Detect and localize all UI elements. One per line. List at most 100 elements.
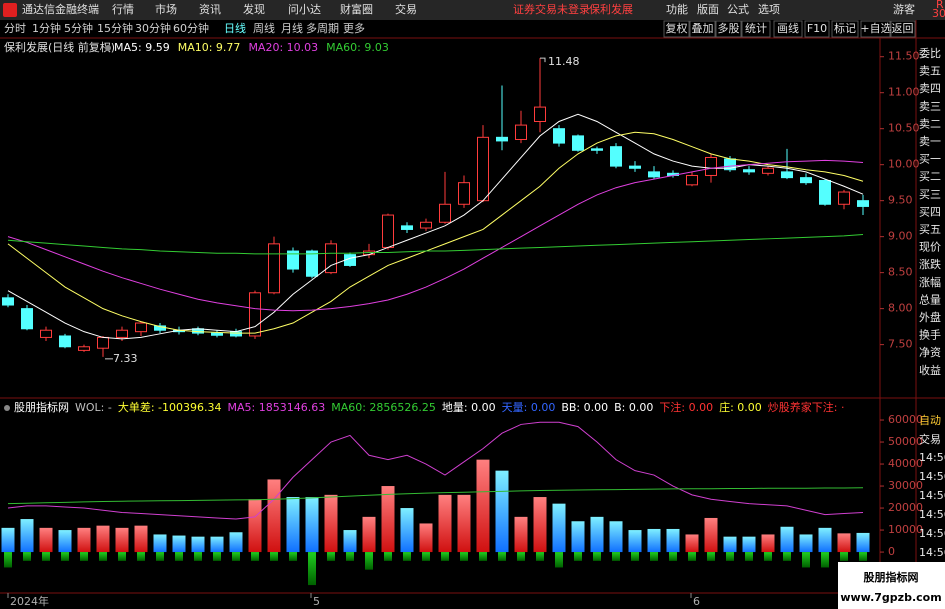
flow-bar bbox=[574, 552, 582, 561]
candle-body bbox=[838, 191, 850, 205]
candle-body bbox=[249, 292, 261, 337]
volume-legend: WOL: - bbox=[75, 401, 112, 414]
quote-field: 买二 bbox=[919, 170, 941, 183]
watermark-url: www.7gpzb.com bbox=[840, 591, 941, 604]
trade-label[interactable]: 自动 bbox=[919, 414, 941, 427]
candle-body bbox=[458, 182, 470, 205]
flow-bar bbox=[460, 552, 468, 561]
volume-bar bbox=[286, 497, 300, 553]
volume-bar bbox=[172, 535, 186, 553]
candle-body bbox=[686, 174, 698, 186]
flow-bar bbox=[441, 552, 449, 561]
menu-item[interactable]: 公式 bbox=[727, 3, 749, 16]
period-tab[interactable]: 周线 bbox=[253, 21, 275, 35]
low-label: 7.33 bbox=[113, 352, 138, 365]
period-tab[interactable]: 更多 bbox=[343, 21, 365, 35]
tool-button[interactable]: 多股 bbox=[718, 21, 740, 35]
menu-item[interactable]: 发现 bbox=[243, 2, 265, 16]
button-frame bbox=[804, 20, 830, 38]
menu-item[interactable]: 功能 bbox=[666, 2, 688, 16]
flow-bar bbox=[251, 552, 259, 561]
candle-body bbox=[211, 332, 223, 336]
menu-item[interactable]: 交易 bbox=[395, 2, 417, 16]
volume-bar bbox=[324, 494, 338, 553]
tool-button[interactable]: 统计 bbox=[745, 22, 767, 35]
tool-button[interactable]: 复权 bbox=[666, 21, 688, 35]
menu-item[interactable]: 版面 bbox=[697, 2, 719, 16]
period-tab[interactable]: 30分钟 bbox=[135, 21, 171, 35]
candle-body bbox=[629, 165, 641, 169]
tool-button[interactable]: +自选 bbox=[860, 22, 891, 35]
menu-item[interactable]: 市场 bbox=[155, 2, 177, 16]
user[interactable]: 游客 bbox=[893, 2, 915, 16]
flow-bar bbox=[859, 552, 867, 561]
volume-bar bbox=[704, 517, 718, 553]
flow-bar bbox=[80, 552, 88, 561]
y-tick-label: 40000 bbox=[888, 457, 923, 470]
quote-field: 卖三 bbox=[919, 100, 941, 113]
volume-bar bbox=[210, 536, 224, 553]
period-tab[interactable]: 多周期 bbox=[306, 21, 339, 35]
y-tick-label: 7.50 bbox=[888, 338, 913, 351]
period-tab[interactable]: 1分钟 bbox=[32, 21, 61, 35]
flow-bar bbox=[23, 552, 31, 561]
volume-legend: B: 0.00 bbox=[614, 401, 653, 414]
period-tab[interactable]: 分时 bbox=[4, 22, 26, 35]
flow-bar bbox=[346, 552, 354, 561]
candle-body bbox=[781, 171, 793, 179]
volume-bar bbox=[381, 486, 395, 553]
flow-bar bbox=[61, 552, 69, 561]
volume-legend: BB: 0.00 bbox=[561, 401, 608, 414]
flow-bar bbox=[270, 552, 278, 561]
tool-button[interactable]: 画线 bbox=[777, 21, 799, 35]
time-label: 14:56 bbox=[919, 470, 945, 483]
candle-body bbox=[572, 135, 584, 151]
candle-body bbox=[534, 106, 546, 122]
volume-legend: 天量: 0.00 bbox=[502, 401, 556, 414]
toolbar bbox=[0, 20, 945, 38]
quote-field: 卖四 bbox=[919, 82, 941, 95]
button-frame bbox=[689, 20, 716, 38]
legend-icon bbox=[105, 45, 111, 51]
period-tab[interactable]: 5分钟 bbox=[64, 21, 93, 35]
volume-line bbox=[7, 421, 864, 520]
volume-bar bbox=[39, 527, 53, 553]
quote-field: 买一 bbox=[919, 153, 941, 166]
menu-item[interactable]: 财富圈 bbox=[340, 2, 373, 16]
tool-button[interactable]: 叠加 bbox=[692, 22, 714, 35]
candle-body bbox=[477, 136, 489, 202]
period-tab[interactable]: 60分钟 bbox=[173, 21, 209, 35]
period-tab[interactable]: 15分钟 bbox=[97, 21, 133, 35]
y-tick-label: 11.00 bbox=[888, 86, 920, 99]
y-tick-label: 10.00 bbox=[888, 158, 920, 171]
annot-arrow bbox=[540, 57, 546, 63]
y-tick-label: 8.00 bbox=[888, 302, 913, 315]
ma-line bbox=[7, 159, 864, 312]
quote-field: 换手 bbox=[919, 328, 941, 342]
button-frame bbox=[773, 20, 803, 38]
stock-name: 保利发展 bbox=[589, 2, 633, 16]
flow-bar bbox=[821, 552, 829, 568]
trade-label[interactable]: 交易 bbox=[919, 432, 941, 446]
logo bbox=[3, 3, 17, 17]
flow-bar bbox=[726, 552, 734, 561]
menu-item[interactable]: 选项 bbox=[758, 3, 780, 16]
tool-button[interactable]: 标记 bbox=[834, 21, 856, 35]
candle-body bbox=[97, 336, 109, 349]
candle-body bbox=[78, 346, 90, 351]
candle-body bbox=[135, 322, 147, 333]
period-tab[interactable]: 日线 bbox=[224, 21, 246, 35]
button-frame bbox=[889, 20, 916, 38]
tool-button[interactable]: 返回 bbox=[892, 22, 914, 35]
period-tab[interactable]: 月线 bbox=[281, 21, 303, 35]
candle-body bbox=[553, 128, 565, 144]
button-frame bbox=[860, 20, 892, 38]
volume-bar bbox=[20, 519, 34, 553]
tool-button[interactable]: F10 bbox=[807, 22, 827, 35]
candle-body bbox=[21, 308, 33, 330]
flow-bar bbox=[422, 552, 430, 561]
menu-item[interactable]: 行情 bbox=[112, 3, 134, 16]
menu-item[interactable]: 问小达 bbox=[288, 3, 321, 16]
menu-item[interactable]: 资讯 bbox=[199, 3, 221, 16]
